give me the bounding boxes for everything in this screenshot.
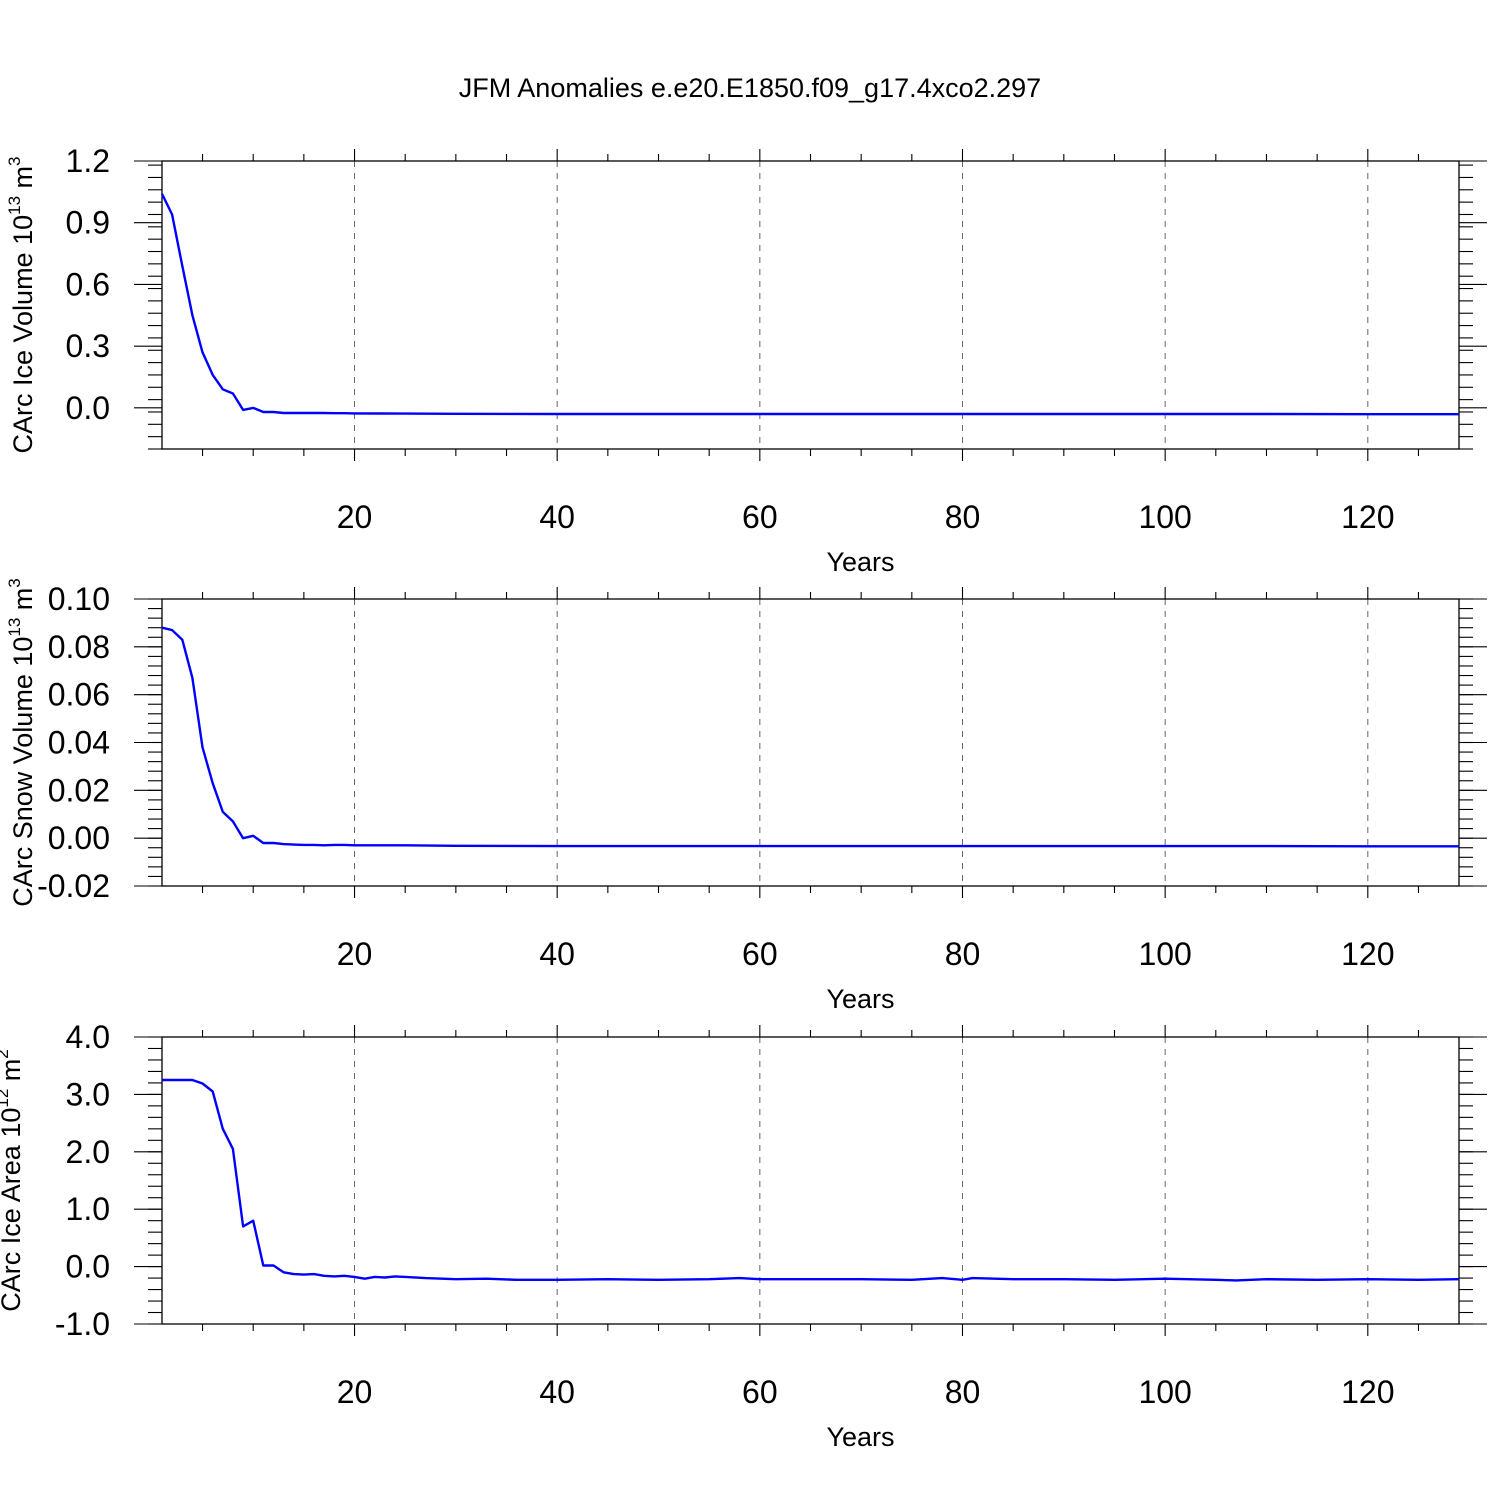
x-tick-label: 20 [337,1374,373,1410]
plot-frame [161,1036,1460,1325]
y-tick-label: 0.0 [66,390,110,426]
x-tick-label: 120 [1341,936,1394,972]
x-tick-label: 60 [742,936,778,972]
plot-frame [161,598,1460,887]
x-tick-label: 60 [742,499,778,535]
x-tick-label: 80 [945,936,981,972]
y-tick-label: 2.0 [66,1134,110,1170]
y-tick-label: 4.0 [66,1019,110,1055]
y-axis-label: CArc Ice Area 1012 m2 [0,1049,26,1312]
chart-panel-3: -1.0 0.0 1.0 2.0 3.0 4.0 20 40 60 80 100 120 Years CA… [0,1019,1487,1452]
x-tick-label: 80 [945,499,981,535]
y-tick-label: -0.02 [37,868,110,904]
series-line [160,193,1459,416]
y-axis-label: CArc Ice Volume 1013 m3 [5,156,38,453]
y-tick-label: -1.0 [55,1306,110,1342]
series-line [161,626,1459,848]
y-tick-label: 0.0 [66,1249,110,1285]
x-tick-label: 120 [1341,1374,1394,1410]
y-tick-label: 1.2 [66,143,110,179]
y-tick-label: 3.0 [66,1076,110,1112]
y-tick-label: 0.04 [48,725,110,761]
x-tick-label: 100 [1138,499,1191,535]
x-axis-label: Years [826,547,894,577]
x-tick-label: 120 [1341,499,1394,535]
y-tick-label: 0.06 [48,677,110,713]
x-axis-label: Years [826,984,894,1014]
x-tick-label: 20 [337,936,373,972]
y-tick-label: 0.3 [66,328,110,364]
x-tick-label: 60 [742,1374,778,1410]
plot-frame [161,160,1460,450]
y-tick-label: 0.10 [48,581,110,617]
y-tick-label: 0.9 [66,205,110,241]
y-tick-label: 0.02 [48,772,110,808]
x-tick-label: 100 [1138,936,1191,972]
y-axis-label: CArc Snow Volume 1013 m3 [5,578,38,907]
y-tick-label: 0.08 [48,629,110,665]
panels: 0.0 0.3 0.6 0.9 1.2 20 40 60 80 100 120 Years CArc I… [0,143,1487,1452]
figure-title: JFM Anomalies e.e20.E1850.f09_g17.4xco2.… [459,73,1041,103]
x-tick-label: 100 [1138,1374,1191,1410]
y-tick-label: 0.6 [66,266,110,302]
x-tick-label: 80 [945,1374,981,1410]
x-tick-label: 20 [337,499,373,535]
series-line [162,1078,1460,1282]
chart-panel-1: 0.0 0.3 0.6 0.9 1.2 20 40 60 80 100 120 Years CArc I… [5,143,1487,577]
x-axis-label: Years [826,1422,894,1452]
y-tick-label: 0.00 [48,820,110,856]
y-tick-label: 1.0 [66,1191,110,1227]
x-tick-label: 40 [539,936,575,972]
chart-panel-2: -0.02 0.00 0.02 0.04 0.06 0.08 0.10 20 40 60 80 100… [5,578,1487,1014]
x-tick-label: 40 [539,1374,575,1410]
x-tick-label: 40 [539,499,575,535]
